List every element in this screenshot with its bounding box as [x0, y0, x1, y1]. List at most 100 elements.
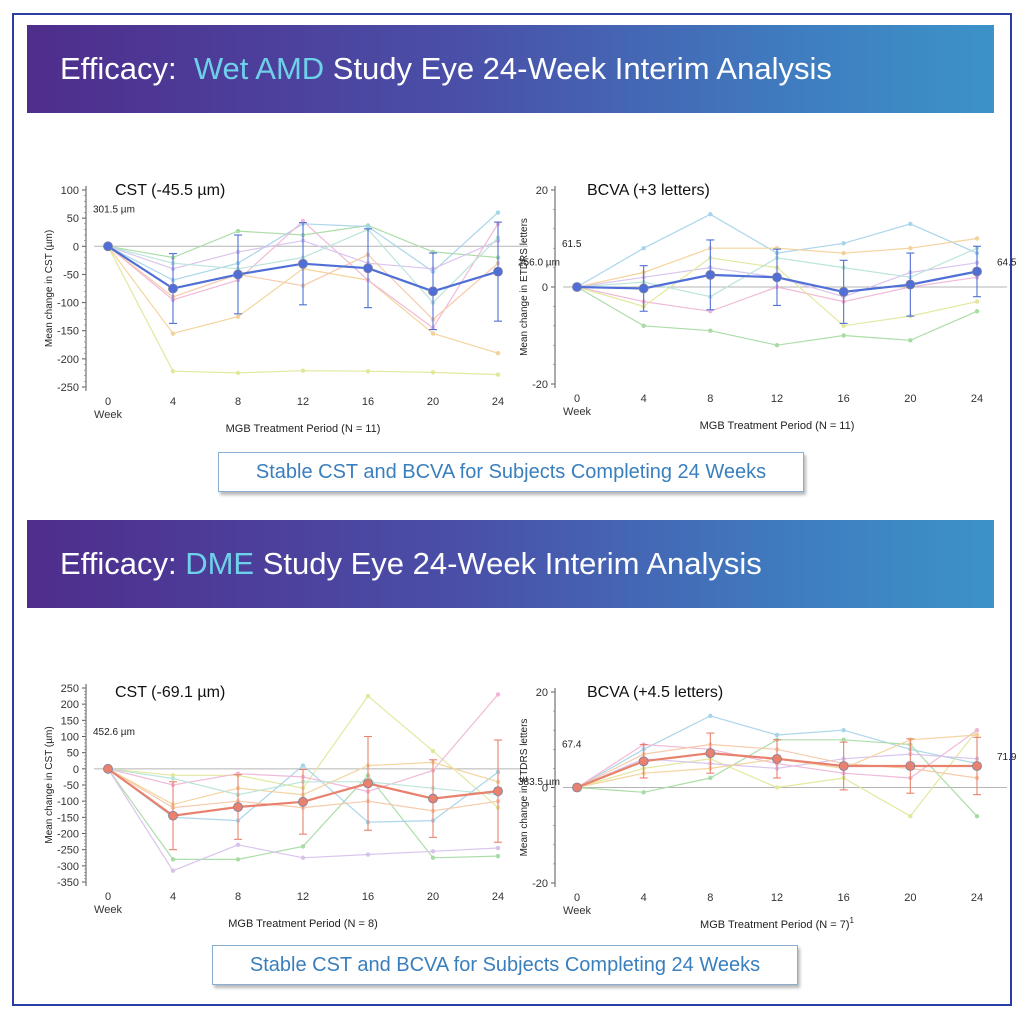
subject-point: [235, 857, 241, 862]
mean-point: [103, 241, 113, 252]
subject-point: [430, 855, 436, 860]
subject-point: [974, 236, 980, 241]
subject-point: [908, 338, 913, 343]
x-tick-label: 20: [904, 393, 916, 405]
y-tick-label: -350: [57, 877, 79, 889]
y-tick-label: -20: [532, 878, 548, 890]
end-value-label: 256.0 µm: [518, 258, 560, 269]
slide-frame: [12, 13, 1012, 1006]
subject-point: [235, 370, 241, 376]
subject-point: [974, 309, 980, 314]
subject-point: [908, 246, 913, 251]
mean-point: [572, 282, 582, 292]
subject-point: [300, 763, 306, 768]
baseline-value-label: 452.6 µm: [93, 727, 135, 738]
title-highlight: DME: [185, 546, 255, 581]
y-tick-label: -150: [57, 812, 79, 824]
subject-point: [365, 852, 371, 857]
subject-point: [300, 368, 306, 373]
mean-point: [972, 761, 982, 771]
subject-point: [300, 855, 306, 860]
subject-point: [974, 732, 980, 738]
section-banner-dme: Efficacy: DME Study Eye 24-Week Interim …: [27, 520, 994, 608]
mean-point: [428, 793, 438, 804]
title-prefix: Efficacy:: [60, 51, 194, 86]
x-tick-label: 0: [574, 393, 580, 405]
subject-point: [841, 323, 846, 328]
y-tick-label: -100: [57, 796, 79, 808]
end-value-label: 64.5: [997, 257, 1017, 268]
mean-point: [838, 286, 849, 297]
subject-point: [841, 250, 846, 256]
baseline-value-label: 61.5: [562, 239, 582, 250]
y-tick-label: -200: [57, 829, 79, 841]
mean-point: [905, 761, 916, 771]
x-axis-label: MGB Treatment Period (N = 7)1: [700, 916, 854, 931]
y-tick-label: 0: [542, 783, 548, 795]
x-tick-label: 12: [297, 396, 309, 408]
y-axis-label: Mean change in ETDRS letters: [519, 719, 530, 857]
baseline-value-label: 67.4: [562, 740, 582, 751]
subject-point: [300, 844, 306, 849]
x-tick-label: 12: [771, 892, 783, 904]
x-tick-label: 4: [641, 892, 647, 904]
y-tick-label: 0: [73, 764, 79, 776]
y-tick-label: 100: [61, 732, 79, 744]
x-tick-label: 0: [105, 891, 111, 903]
subject-point: [708, 713, 713, 719]
subject-point: [974, 299, 980, 304]
x-week-label: Week: [563, 905, 591, 917]
mean-point: [905, 279, 916, 290]
subject-point: [908, 221, 913, 227]
subject-point: [430, 849, 436, 854]
y-tick-label: -20: [532, 379, 548, 391]
subject-point: [170, 857, 176, 862]
chart-amd-bcva: 20 0 -20 Mean change in ETDRS letters BCVA (…: [519, 182, 1017, 432]
y-tick-label: -50: [63, 780, 79, 792]
title-suffix: Study Eye 24-Week Interim Analysis: [254, 546, 762, 581]
subject-point: [841, 728, 846, 733]
subject-point: [235, 314, 241, 319]
subject-point: [300, 218, 306, 224]
mean-point: [838, 761, 849, 771]
y-tick-label: 0: [542, 282, 548, 294]
mean-point: [638, 283, 649, 294]
mean-point: [168, 810, 178, 821]
x-axis-label: MGB Treatment Period (N = 11): [700, 420, 855, 432]
subject-point: [708, 328, 713, 333]
subject-point: [774, 785, 780, 790]
subject-point: [170, 776, 176, 781]
end-value-label: 383.5 µm: [518, 777, 560, 788]
mean-point: [298, 796, 308, 807]
subject-point: [430, 748, 436, 754]
subject-point: [170, 773, 176, 778]
x-tick-label: 8: [707, 393, 713, 405]
y-axis-label: Mean change in CST (µm): [44, 230, 55, 347]
subject-point: [495, 351, 501, 356]
y-axis-label: Mean change in ETDRS letters: [519, 218, 530, 356]
x-tick-label: 24: [971, 892, 983, 904]
subject-point: [708, 775, 713, 781]
subject-point: [708, 212, 713, 217]
y-tick-label: -250: [57, 382, 79, 394]
mean-point: [972, 266, 982, 277]
subject-point: [774, 732, 780, 738]
mean-point: [428, 286, 438, 297]
mean-point: [298, 258, 308, 269]
y-tick-label: -50: [63, 269, 79, 281]
subject-point: [365, 693, 371, 699]
x-tick-label: 4: [170, 891, 176, 903]
subject-point: [170, 369, 176, 374]
chart-dme-bcva: 20 0 -20 Mean change in ETDRS letters BCVA (…: [519, 684, 1017, 931]
mean-point: [772, 272, 782, 283]
x-axis-label: MGB Treatment Period (N = 11): [226, 423, 381, 435]
chart-title: CST (-45.5 µm): [115, 182, 225, 199]
y-tick-label: -300: [57, 861, 79, 873]
x-tick-label: 8: [235, 396, 241, 408]
subject-point: [235, 228, 241, 234]
mean-point: [233, 802, 243, 812]
y-tick-label: -100: [57, 298, 79, 310]
x-tick-label: 12: [297, 891, 309, 903]
subject-point: [430, 331, 436, 336]
